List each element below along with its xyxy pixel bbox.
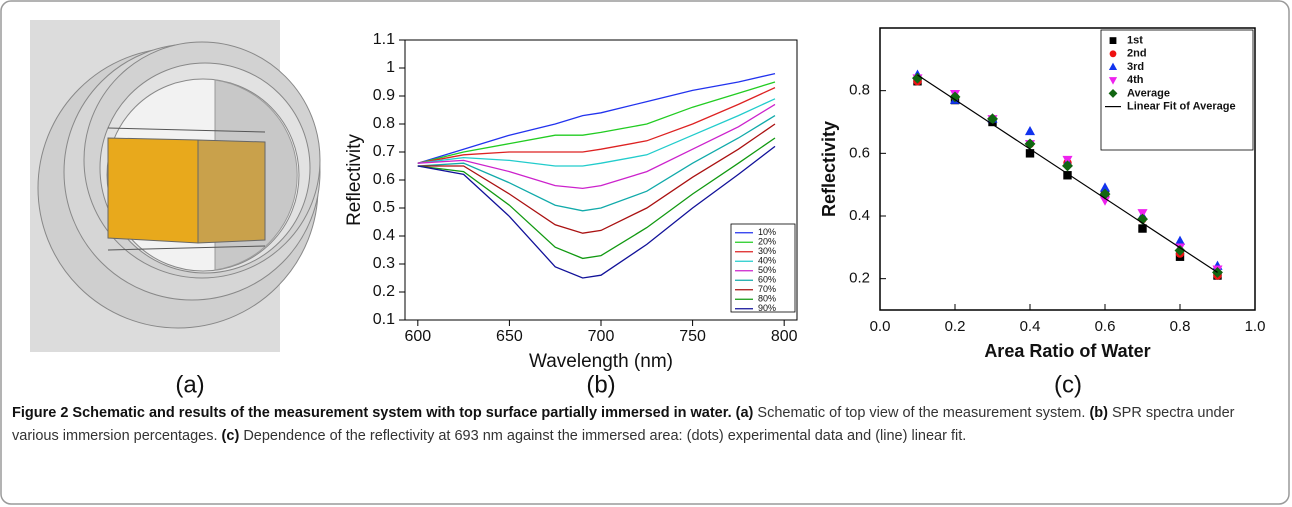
legend-label: 90% [758, 303, 776, 313]
x-tick-label: 750 [679, 328, 706, 345]
y-tick-label: 0.3 [373, 255, 395, 272]
marker [1062, 160, 1073, 172]
marker [1137, 213, 1148, 225]
electrode-lines [107, 127, 266, 251]
data-line [417, 115, 776, 212]
x-tick-label: 650 [496, 328, 523, 345]
y-tick-label: 0.6 [373, 171, 395, 188]
y-tick-label: 0.5 [373, 199, 395, 216]
y-tick-label: 1.1 [373, 31, 395, 48]
marker [987, 113, 998, 125]
panel-label: (c) [1054, 371, 1082, 398]
panel-label: (b) [586, 371, 615, 398]
y-tick-label: 0.9 [373, 87, 395, 104]
y-tick-label: 0.2 [849, 270, 870, 287]
legend-label: 40% [758, 256, 776, 266]
legend-label: 80% [758, 294, 776, 304]
marker [1138, 224, 1147, 233]
data-line [417, 72, 776, 164]
legend-label: 2nd [1127, 48, 1147, 60]
caption-part-label: (b) [1089, 405, 1108, 421]
y-tick-label: 0.4 [849, 207, 870, 224]
schematic [30, 20, 321, 352]
legend-label: 60% [758, 275, 776, 285]
data-line [417, 98, 776, 167]
plot-frame [879, 27, 1256, 311]
panel-label: (a) [175, 371, 204, 398]
sensor-wet [197, 139, 266, 244]
x-tick-label: 0.6 [1095, 318, 1116, 335]
x-tick-label: 0.2 [945, 318, 966, 335]
legend-label: 1st [1127, 35, 1143, 47]
legend-label: 70% [758, 284, 776, 294]
marker [1099, 188, 1111, 200]
data-line [417, 145, 776, 279]
caption: Figure 2 Schematic and results of the me… [12, 402, 1274, 448]
y-tick-label: 0.6 [849, 144, 870, 161]
y-tick-label: 1 [386, 59, 395, 76]
legend-label: Average [1127, 87, 1170, 99]
x-axis-title: Area Ratio of Water [984, 341, 1150, 361]
data-line [417, 123, 776, 234]
x-tick-label: 800 [771, 328, 798, 345]
data-line [417, 137, 776, 260]
data-line [417, 87, 776, 164]
legend-label: 50% [758, 265, 776, 275]
x-tick-label: 600 [404, 328, 431, 345]
y-tick-label: 0.8 [373, 115, 395, 132]
x-tick-label: 0.8 [1170, 318, 1191, 335]
x-tick-label: 700 [588, 328, 615, 345]
caption-part-text: SPR spectra under various immersion perc… [12, 405, 1235, 444]
caption-part-text: Schematic of top view of the measurement… [757, 405, 1086, 421]
legend-swatch [1109, 50, 1117, 58]
caption-title: Figure 2 Schematic and results of the me… [12, 405, 732, 421]
legend-swatch [1108, 62, 1118, 71]
caption-part-label: (c) [221, 428, 240, 444]
marker [1099, 196, 1111, 206]
legend-label: 4th [1127, 74, 1144, 86]
legend-label: 30% [758, 246, 776, 256]
legend-label: Linear Fit of Average [1127, 101, 1236, 113]
marker [1063, 171, 1072, 180]
x-axis-title: Wavelength (nm) [529, 351, 673, 372]
caption-part-label: (a) [735, 405, 754, 421]
y-axis-title: Reflectivity [819, 121, 839, 217]
marker [949, 91, 961, 103]
marker [1174, 235, 1186, 245]
marker [1025, 149, 1035, 158]
marker [1099, 182, 1111, 192]
y-tick-label: 0.8 [849, 82, 870, 99]
x-tick-label: 0.4 [1020, 318, 1041, 335]
y-tick-label: 0.1 [373, 311, 395, 328]
marker [1174, 245, 1186, 256]
legend-label: 3rd [1127, 61, 1144, 73]
marker [1024, 138, 1036, 150]
data-line [917, 74, 1218, 273]
legend-label: 10% [758, 227, 776, 237]
sensor-dry [107, 137, 199, 244]
marker [912, 72, 923, 84]
y-tick-label: 0.2 [373, 283, 395, 300]
y-tick-label: 0.7 [373, 143, 395, 160]
legend-label: 20% [758, 237, 776, 247]
data-line [417, 103, 776, 190]
x-tick-label: 1.0 [1245, 318, 1266, 335]
legend-box [1100, 29, 1254, 151]
legend-box [730, 223, 796, 313]
legend-swatch [1108, 88, 1118, 98]
data-line [417, 81, 776, 164]
legend-swatch [1108, 77, 1118, 85]
marker [1024, 125, 1036, 136]
caption-part-text: Dependence of the reflectivity at 693 nm… [243, 428, 967, 444]
y-tick-label: 0.4 [373, 227, 395, 244]
legend-swatch [1109, 37, 1117, 44]
x-tick-label: 0.0 [870, 318, 891, 335]
y-axis-title: Reflectivity [344, 134, 365, 226]
